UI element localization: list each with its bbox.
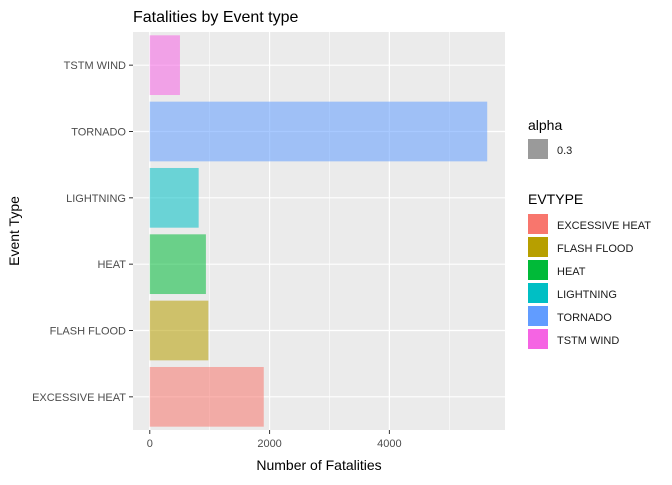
y-tick-label: TORNADO [71, 127, 126, 139]
y-tick-label: HEAT [97, 259, 126, 271]
x-tick-label: 4000 [377, 438, 401, 450]
bar-heat [149, 234, 206, 295]
legend-alpha-key [528, 139, 548, 159]
y-axis-label: Event Type [6, 196, 22, 266]
legend-label: LIGHTNING [557, 289, 617, 301]
legend-label: EXCESSIVE HEAT [557, 220, 651, 232]
legend: alpha 0.3 EVTYPE EXCESSIVE HEAT FLASH FLO… [528, 117, 651, 349]
legend-label: HEAT [557, 266, 586, 278]
legend-alpha-title: alpha [528, 117, 562, 133]
x-axis-label: Number of Fatalities [256, 457, 381, 473]
legend-fill-title: EVTYPE [528, 191, 583, 207]
y-tick-label: TSTM WIND [64, 60, 126, 72]
legend-key-lightning [528, 283, 548, 303]
y-tick-label: EXCESSIVE HEAT [32, 392, 126, 404]
legend-key-tstm-wind [528, 329, 548, 349]
bar-lightning [149, 167, 199, 228]
y-tick-label: FLASH FLOOD [50, 326, 126, 338]
legend-key-heat [528, 260, 548, 280]
bar-layer [149, 35, 488, 427]
legend-label: TORNADO [557, 312, 612, 324]
bar-tornado [149, 101, 488, 162]
axis-layer: EXCESSIVE HEAT FLASH FLOOD HEAT LIGHTNING TO… [32, 60, 402, 450]
chart-title: Fatalities by Event type [133, 9, 299, 26]
legend-alpha-label: 0.3 [557, 145, 572, 157]
legend-label: TSTM WIND [557, 335, 619, 347]
plot-panel [133, 32, 505, 430]
legend-label: FLASH FLOOD [557, 243, 633, 255]
bar-flash-flood [149, 300, 209, 361]
x-tick-label: 0 [147, 438, 153, 450]
y-tick-label: LIGHTNING [66, 193, 126, 205]
bar-excessive-heat [149, 366, 264, 427]
legend-key-excessive-heat [528, 214, 548, 234]
legend-key-flash-flood [528, 237, 548, 257]
bar-tstm-wind [149, 35, 180, 96]
legend-key-tornado [528, 306, 548, 326]
x-tick-label: 2000 [257, 438, 281, 450]
